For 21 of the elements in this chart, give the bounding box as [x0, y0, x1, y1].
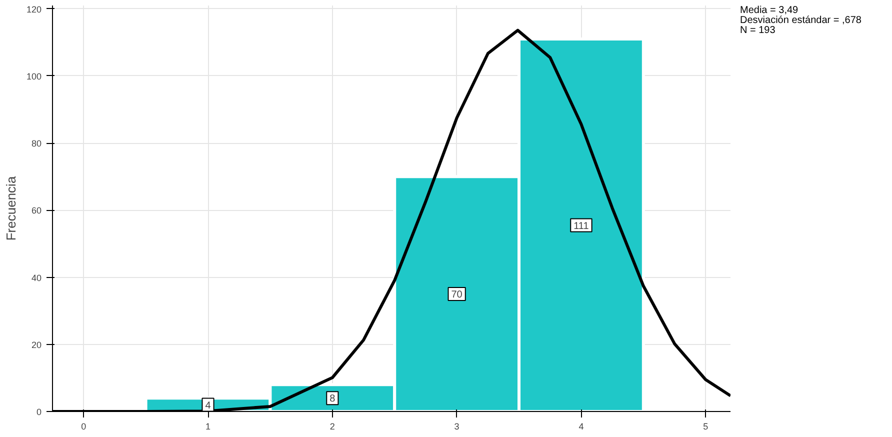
y-tick-label: 0 — [36, 407, 42, 417]
x-tick-label: 4 — [578, 422, 584, 432]
x-tick-label: 5 — [703, 422, 708, 432]
y-tick-label: 60 — [31, 206, 42, 216]
data-label: 70 — [451, 290, 463, 301]
data-label: 111 — [574, 220, 590, 232]
text: Media = 3,49 — [740, 5, 798, 16]
data-label: 8 — [330, 394, 336, 405]
text: N = 193 — [740, 25, 776, 36]
x-tick-label: 1 — [206, 422, 211, 432]
x-tick-label: 2 — [330, 422, 335, 432]
y-axis-title: Frecuencia — [3, 176, 18, 241]
y-tick-label: 120 — [26, 4, 42, 14]
y-tick-label: 100 — [26, 71, 42, 82]
text: Desviación estándar = ,678 — [740, 15, 862, 26]
data-label: 4 — [205, 400, 212, 412]
x-tick-label: 3 — [454, 422, 460, 432]
x-tick-label: 0 — [81, 422, 86, 432]
y-tick-label: 80 — [31, 138, 42, 149]
y-tick-label: 40 — [31, 272, 42, 283]
y-tick-label: 20 — [31, 340, 42, 350]
